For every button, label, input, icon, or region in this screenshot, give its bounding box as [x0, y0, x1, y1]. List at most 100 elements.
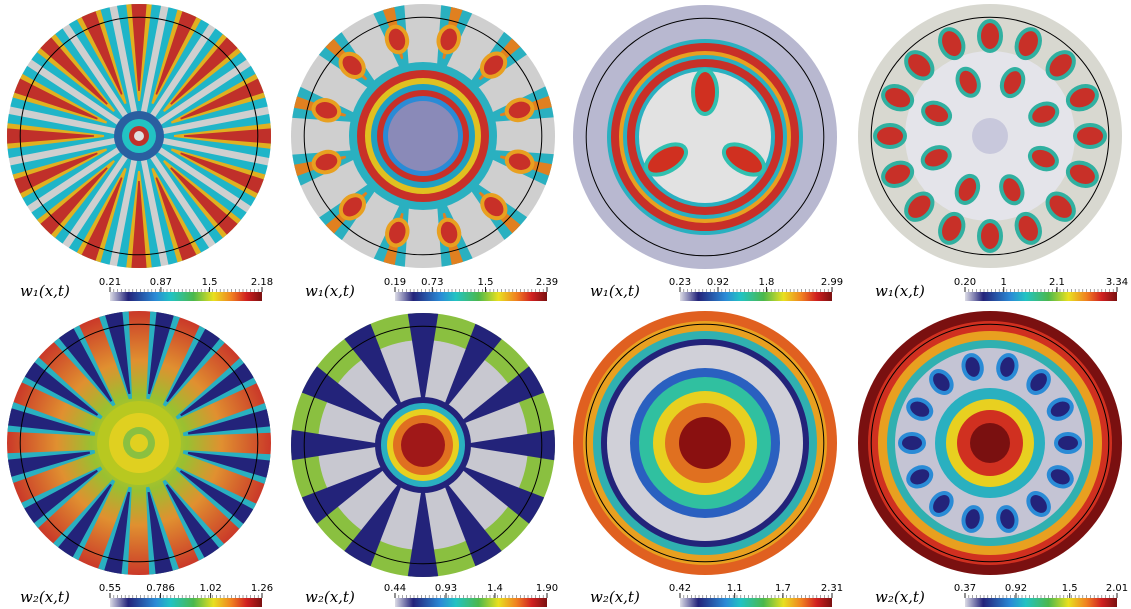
colorbar-tick-label: 0.93	[435, 583, 457, 594]
spoke	[170, 167, 252, 249]
colorbar-tick-label: 0.23	[669, 277, 691, 288]
blob	[436, 24, 461, 55]
colorbar-tick-label: 0.92	[1005, 583, 1027, 594]
colorbar-tick-label: 1.02	[199, 583, 221, 594]
field-image	[7, 311, 271, 575]
variable-label: w₁(x,t)	[875, 282, 925, 300]
colorbar-tick-label: 1.1	[727, 583, 743, 594]
spoke	[165, 484, 231, 574]
spoke	[130, 4, 148, 91]
spoke	[187, 404, 271, 435]
blob	[1046, 397, 1074, 421]
colorbar	[395, 292, 547, 301]
colorbar	[680, 598, 832, 607]
blob	[338, 193, 367, 221]
spoke	[468, 427, 555, 463]
blob	[384, 24, 410, 55]
blob	[504, 149, 535, 174]
colorbar-tick-label: 2.39	[536, 277, 558, 288]
blob	[961, 505, 984, 533]
colorbar-tick-label: 2.99	[821, 277, 843, 288]
blob	[1014, 211, 1042, 245]
blob	[906, 397, 934, 421]
blob	[977, 219, 1003, 253]
domain-outline	[585, 323, 825, 563]
colorbar-tick-label: 2.1	[1049, 277, 1065, 288]
field-image	[573, 311, 837, 575]
blob	[961, 353, 984, 381]
colorbar-tick-label: 1	[1001, 277, 1007, 288]
variable-label: w₁(x,t)	[20, 282, 70, 300]
blob	[1045, 191, 1076, 222]
spoke	[157, 56, 271, 130]
spoke	[155, 4, 205, 95]
blob	[929, 491, 954, 517]
domain-outline	[19, 323, 259, 563]
ring	[134, 131, 144, 141]
spoke	[180, 152, 271, 202]
spoke	[147, 311, 179, 395]
blob	[921, 100, 953, 127]
spoke	[7, 142, 121, 216]
blob	[1046, 465, 1074, 489]
colorbar-tick-label: 1.4	[487, 583, 503, 594]
spoke	[7, 56, 121, 130]
blob	[898, 432, 926, 454]
spoke	[180, 351, 270, 417]
blob	[873, 123, 907, 149]
colorbar-tick-label: 0.42	[669, 583, 691, 594]
ring	[130, 434, 148, 452]
variable-label: w₁(x,t)	[590, 282, 640, 300]
ring	[679, 417, 731, 469]
colorbar	[680, 292, 832, 301]
spoke	[180, 70, 271, 120]
spoke	[184, 127, 271, 145]
colorbar-tick-label: 1.7	[775, 583, 791, 594]
colorbar-tick-label: 0.37	[954, 583, 976, 594]
colorbar	[110, 292, 262, 301]
blob	[1014, 27, 1042, 61]
colorbar-tick-label: 0.19	[384, 277, 406, 288]
spoke	[170, 23, 252, 105]
spoke	[99, 491, 131, 575]
spoke	[405, 313, 441, 400]
colorbar-tick-label: 2.01	[1106, 583, 1128, 594]
spoke	[166, 313, 232, 403]
variable-label: w₂(x,t)	[305, 588, 355, 606]
spoke	[7, 127, 94, 145]
blob	[881, 84, 915, 112]
spoke	[26, 23, 108, 105]
domain-outline	[585, 17, 825, 257]
spoke	[291, 427, 378, 463]
blob	[881, 160, 915, 188]
ring	[388, 101, 458, 171]
variable-label: w₂(x,t)	[590, 588, 640, 606]
blob	[385, 217, 410, 248]
spoke	[100, 311, 131, 395]
blob	[504, 97, 535, 123]
spoke	[179, 470, 269, 536]
blob	[1054, 432, 1082, 454]
colorbar-tick-label: 1.8	[759, 277, 775, 288]
blob	[1073, 123, 1107, 149]
blob	[1026, 491, 1051, 517]
blob	[1027, 145, 1059, 172]
blob	[954, 173, 981, 205]
blob	[955, 66, 981, 98]
colorbar-tick-label: 0.20	[954, 277, 976, 288]
spoke	[7, 70, 98, 120]
colorbar-tick-label: 0.44	[384, 583, 406, 594]
colorbar	[965, 598, 1117, 607]
blob	[338, 51, 366, 80]
colorbar-tick-label: 1.90	[536, 583, 558, 594]
blob	[480, 192, 508, 221]
field-image	[858, 4, 1122, 268]
spoke	[73, 177, 123, 268]
spoke	[7, 152, 98, 202]
spoke	[405, 490, 441, 577]
blob	[311, 149, 342, 175]
variable-label: w₁(x,t)	[305, 282, 355, 300]
blob	[999, 174, 1025, 206]
blob	[644, 142, 688, 177]
